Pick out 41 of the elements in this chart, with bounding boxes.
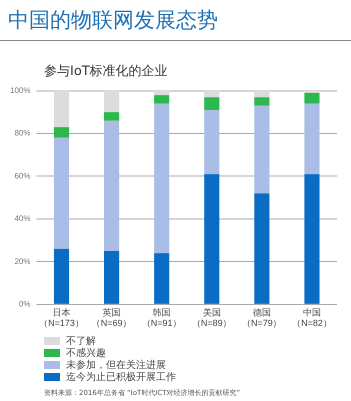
bar xyxy=(204,97,220,110)
bar xyxy=(304,92,320,104)
bar xyxy=(254,106,270,194)
bar xyxy=(254,97,270,106)
legend-label: 迄今为止已积极开展工作 xyxy=(66,370,176,384)
legend-label: 不感兴趣 xyxy=(66,346,106,360)
bar xyxy=(54,90,70,128)
x-tick-label: 韩国（N=91） xyxy=(142,307,182,328)
bar xyxy=(104,251,120,304)
y-tick-label: 60% xyxy=(14,171,30,180)
bar xyxy=(54,138,70,249)
bar xyxy=(204,110,220,174)
bar xyxy=(304,174,320,304)
bar xyxy=(254,193,270,304)
chart-subtitle: 参与IoT标准化的企业 xyxy=(44,63,168,80)
bar xyxy=(104,120,120,251)
y-tick-label: 0% xyxy=(18,300,30,309)
bar xyxy=(254,90,270,98)
chart-title: 中国的物联网发展态势 xyxy=(8,7,218,34)
legend-label: 不了解 xyxy=(66,335,96,348)
x-tick-label: 英国（N=69） xyxy=(92,307,132,328)
bar xyxy=(104,112,120,121)
bar xyxy=(204,174,220,304)
bar xyxy=(154,104,170,254)
bar xyxy=(54,248,70,304)
x-tick-label: 中国（N=82） xyxy=(292,307,332,328)
bar xyxy=(154,90,170,96)
bar xyxy=(204,90,220,98)
bar xyxy=(54,127,70,138)
y-tick-label: 20% xyxy=(14,256,30,266)
y-tick-label: 40% xyxy=(14,214,30,224)
bar xyxy=(304,104,320,174)
x-tick-label: 日本（N=173） xyxy=(39,307,84,328)
bar xyxy=(154,253,170,304)
bar xyxy=(104,90,120,112)
y-tick-label: 100% xyxy=(10,86,30,96)
legend-label: 未参加，但在关注进展 xyxy=(66,358,166,372)
y-tick-label: 80% xyxy=(14,128,30,138)
x-tick-label: 美国（N=89） xyxy=(192,307,232,328)
x-tick-label: 德国（N=79） xyxy=(242,307,282,328)
bar xyxy=(154,95,170,104)
